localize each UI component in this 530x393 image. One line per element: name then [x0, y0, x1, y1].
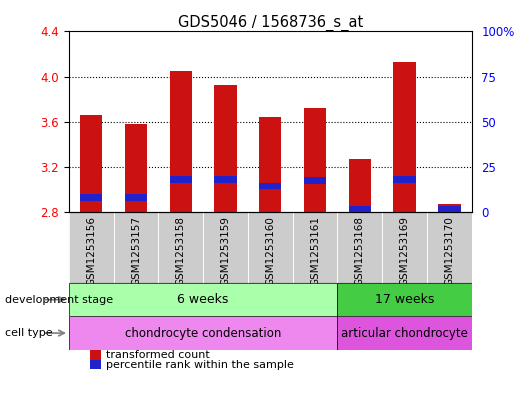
- Text: development stage: development stage: [5, 295, 113, 305]
- Bar: [393, 62, 416, 212]
- Bar: [349, 206, 371, 212]
- Bar: [393, 176, 416, 183]
- Text: GSM1253170: GSM1253170: [444, 216, 454, 286]
- Bar: [69, 283, 338, 316]
- Bar: [80, 195, 102, 201]
- Text: transformed count: transformed count: [106, 350, 210, 360]
- Bar: [80, 115, 102, 212]
- Bar: [248, 212, 293, 283]
- Bar: [382, 212, 427, 283]
- Bar: [349, 159, 371, 212]
- Text: percentile rank within the sample: percentile rank within the sample: [106, 360, 294, 370]
- Text: GSM1253169: GSM1253169: [400, 216, 410, 286]
- Text: 6 weeks: 6 weeks: [178, 293, 229, 306]
- Bar: [293, 212, 338, 283]
- Text: cell type: cell type: [5, 328, 53, 338]
- Bar: [338, 316, 472, 350]
- Bar: [170, 71, 192, 212]
- Text: chondrocyte condensation: chondrocyte condensation: [125, 327, 281, 340]
- Bar: [125, 124, 147, 212]
- Bar: [338, 212, 382, 283]
- Text: GSM1253161: GSM1253161: [310, 216, 320, 286]
- Bar: [69, 212, 113, 283]
- Text: GSM1253156: GSM1253156: [86, 216, 96, 286]
- Text: GSM1253158: GSM1253158: [176, 216, 186, 286]
- Bar: [259, 183, 281, 189]
- Bar: [158, 212, 203, 283]
- Bar: [304, 178, 326, 184]
- Bar: [125, 195, 147, 201]
- Text: GSM1253168: GSM1253168: [355, 216, 365, 286]
- Bar: [113, 212, 158, 283]
- Text: GSM1253157: GSM1253157: [131, 216, 141, 286]
- Bar: [214, 176, 237, 183]
- Title: GDS5046 / 1568736_s_at: GDS5046 / 1568736_s_at: [178, 15, 363, 31]
- Text: 17 weeks: 17 weeks: [375, 293, 434, 306]
- Bar: [438, 204, 461, 212]
- Bar: [259, 118, 281, 212]
- Text: GSM1253159: GSM1253159: [220, 216, 231, 286]
- Text: articular chondrocyte: articular chondrocyte: [341, 327, 468, 340]
- Text: GSM1253160: GSM1253160: [266, 216, 275, 286]
- Bar: [203, 212, 248, 283]
- Bar: [170, 176, 192, 183]
- Bar: [427, 212, 472, 283]
- Bar: [438, 206, 461, 212]
- Bar: [214, 84, 237, 212]
- Bar: [304, 108, 326, 212]
- Bar: [338, 283, 472, 316]
- Bar: [69, 316, 338, 350]
